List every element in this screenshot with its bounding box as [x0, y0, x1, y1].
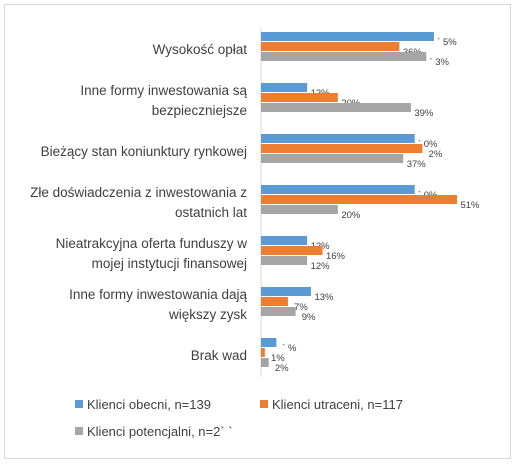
data-label: 9%	[302, 312, 316, 323]
data-label: 16%	[326, 251, 346, 262]
bar	[261, 195, 457, 204]
bar	[261, 358, 269, 367]
category-label: Wysokość opłat	[153, 42, 248, 57]
data-label: 12%	[311, 261, 331, 272]
bar	[261, 287, 311, 296]
bar	[261, 348, 265, 357]
bar	[261, 42, 400, 51]
data-label: ` 3%	[429, 57, 449, 68]
legend-swatch	[75, 427, 83, 435]
data-label: 51%	[460, 200, 480, 211]
category-label: Nieatrakcyjna oferta funduszy w mojej ins…	[56, 236, 248, 271]
bar	[261, 256, 308, 265]
data-label: ` %	[282, 343, 297, 354]
bar	[261, 103, 411, 112]
legend-label: Klienci utraceni, n=117	[272, 397, 403, 412]
category-label: Bieżący stan koniunktury rynkowej	[41, 144, 247, 159]
bar	[261, 307, 296, 316]
bar	[261, 83, 308, 92]
bar	[261, 205, 338, 214]
chart-frame	[4, 4, 511, 459]
bar	[261, 32, 434, 41]
bar	[261, 236, 308, 245]
category-label: Inne formy inwestowania są bezpieczniejsz…	[80, 83, 247, 118]
legend-label: Klienci potencjalni, n=2` `	[87, 424, 233, 439]
bar	[261, 154, 404, 163]
bar	[261, 93, 338, 102]
legend-swatch	[75, 400, 83, 408]
data-label: 2%	[429, 149, 443, 160]
data-label: 39%	[414, 108, 434, 119]
category-label: Brak wad	[191, 348, 247, 363]
data-label: 1%	[271, 353, 285, 364]
data-label: 7%	[294, 302, 308, 313]
category-label: Złe doświadczenia z inwestowania z ostatn…	[30, 185, 247, 220]
legend-label: Klienci obecni, n=139	[87, 397, 211, 412]
category-label: Inne formy inwestowania dają większy zysk	[69, 287, 247, 322]
data-label: ` 0%	[418, 139, 438, 150]
bar	[261, 297, 288, 306]
data-label: ` 5%	[437, 37, 457, 48]
data-label: 13%	[314, 292, 334, 303]
bar	[261, 338, 277, 347]
bar	[261, 144, 423, 153]
bar	[261, 246, 323, 255]
data-label: 20%	[341, 210, 361, 221]
bar	[261, 185, 415, 194]
bar	[261, 134, 415, 143]
data-label: 37%	[407, 159, 427, 170]
bar	[261, 52, 427, 61]
data-label: 2%	[275, 363, 289, 374]
legend-swatch	[260, 400, 268, 408]
